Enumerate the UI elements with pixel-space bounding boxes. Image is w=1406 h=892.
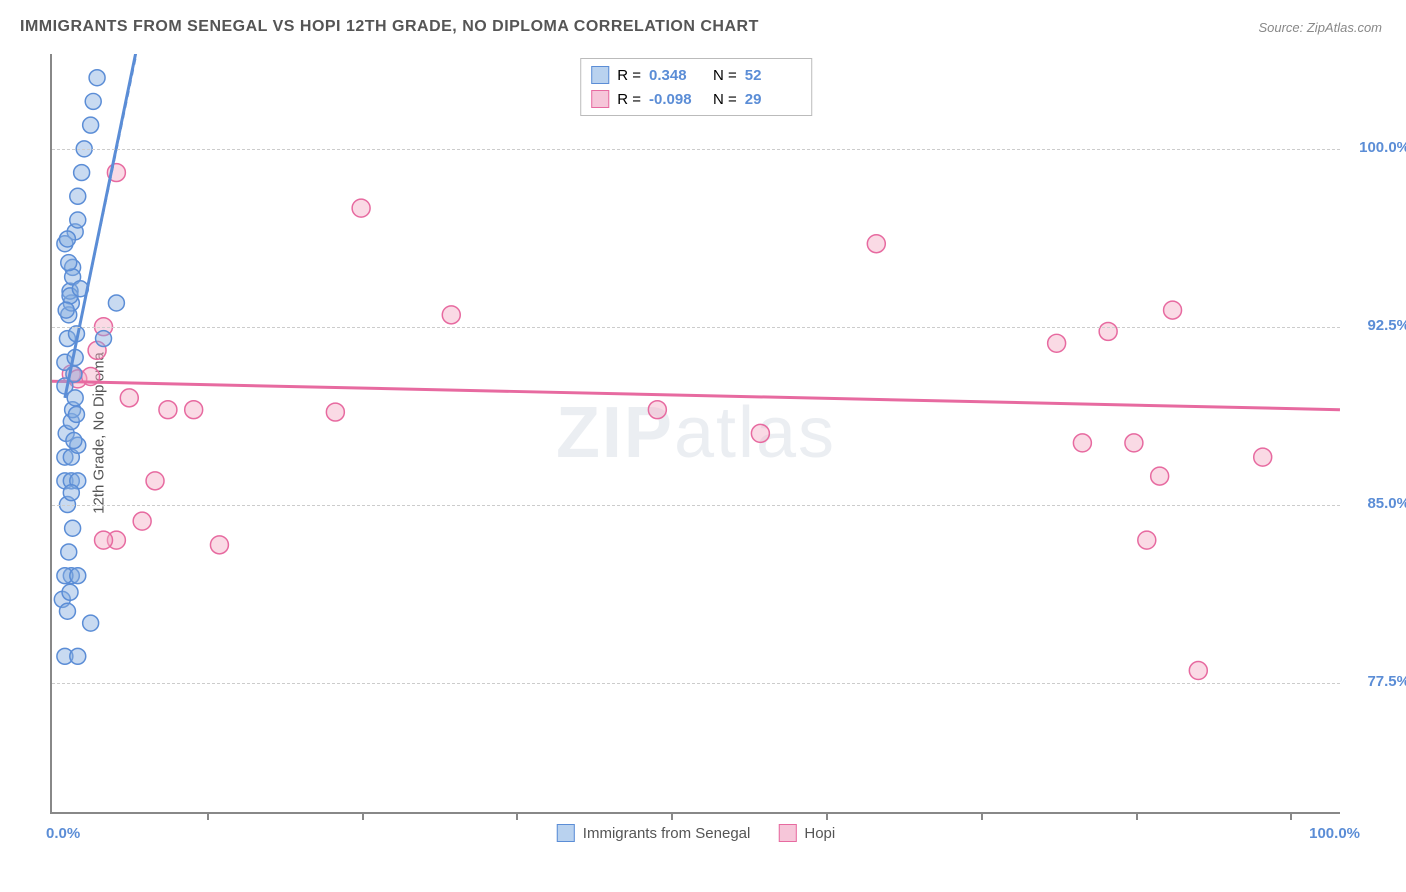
- senegal-n-value: 52: [745, 67, 801, 84]
- x-tick: [362, 812, 364, 820]
- point-senegal: [70, 212, 86, 228]
- series2-name: Hopi: [804, 825, 835, 842]
- point-senegal: [96, 331, 112, 347]
- gridline: [52, 327, 1340, 328]
- x-tick: [826, 812, 828, 820]
- point-senegal: [70, 568, 86, 584]
- point-hopi: [1138, 531, 1156, 549]
- point-hopi: [352, 199, 370, 217]
- point-hopi: [133, 512, 151, 530]
- point-senegal: [63, 485, 79, 501]
- point-senegal: [62, 584, 78, 600]
- point-hopi: [95, 531, 113, 549]
- point-senegal: [65, 520, 81, 536]
- gridline: [52, 505, 1340, 506]
- chart-plot-area: ZIPatlas 12th Grade, No Diploma R = 0.34…: [50, 54, 1340, 814]
- gridline: [52, 683, 1340, 684]
- x-tick: [516, 812, 518, 820]
- x-min-label: 0.0%: [46, 825, 80, 842]
- legend-row-hopi: R = -0.098 N = 29: [591, 87, 801, 111]
- hopi-r-value: -0.098: [649, 91, 705, 108]
- point-hopi: [442, 306, 460, 324]
- y-tick-label: 100.0%: [1350, 139, 1406, 156]
- point-hopi: [867, 235, 885, 253]
- point-senegal: [66, 433, 82, 449]
- x-tick: [1290, 812, 1292, 820]
- point-senegal: [83, 615, 99, 631]
- legend-item-senegal: Immigrants from Senegal: [557, 824, 751, 842]
- y-tick-label: 77.5%: [1350, 673, 1406, 690]
- x-tick: [981, 812, 983, 820]
- point-hopi: [326, 403, 344, 421]
- chart-title: IMMIGRANTS FROM SENEGAL VS HOPI 12TH GRA…: [20, 18, 759, 36]
- point-senegal: [61, 255, 77, 271]
- legend-row-senegal: R = 0.348 N = 52: [591, 63, 801, 87]
- swatch-hopi: [591, 90, 609, 108]
- x-max-label: 100.0%: [1309, 825, 1360, 842]
- point-hopi: [1073, 434, 1091, 452]
- correlation-legend: R = 0.348 N = 52 R = -0.098 N = 29: [580, 58, 812, 116]
- series-legend: Immigrants from Senegal Hopi: [557, 824, 835, 842]
- point-hopi: [751, 424, 769, 442]
- point-hopi: [159, 401, 177, 419]
- trendline-hopi: [52, 381, 1340, 409]
- y-tick-label: 85.0%: [1350, 495, 1406, 512]
- point-senegal: [85, 93, 101, 109]
- r-label: R =: [617, 91, 641, 108]
- senegal-r-value: 0.348: [649, 67, 705, 84]
- y-tick-label: 92.5%: [1350, 317, 1406, 334]
- point-senegal: [108, 295, 124, 311]
- point-senegal: [89, 70, 105, 86]
- point-hopi: [146, 472, 164, 490]
- point-hopi: [120, 389, 138, 407]
- point-senegal: [83, 117, 99, 133]
- point-hopi: [1151, 467, 1169, 485]
- n-label: N =: [713, 91, 737, 108]
- point-senegal: [68, 406, 84, 422]
- source-label: Source: ZipAtlas.com: [1258, 20, 1382, 35]
- point-hopi: [1099, 322, 1117, 340]
- point-senegal: [59, 231, 75, 247]
- point-senegal: [70, 188, 86, 204]
- point-hopi: [1125, 434, 1143, 452]
- point-hopi: [210, 536, 228, 554]
- point-hopi: [185, 401, 203, 419]
- series1-name: Immigrants from Senegal: [583, 825, 751, 842]
- point-hopi: [1164, 301, 1182, 319]
- r-label: R =: [617, 67, 641, 84]
- point-senegal: [59, 603, 75, 619]
- swatch-senegal: [591, 66, 609, 84]
- point-senegal: [61, 544, 77, 560]
- swatch-hopi: [778, 824, 796, 842]
- hopi-n-value: 29: [745, 91, 801, 108]
- x-tick: [1136, 812, 1138, 820]
- n-label: N =: [713, 67, 737, 84]
- point-senegal: [70, 648, 86, 664]
- point-senegal: [74, 165, 90, 181]
- scatter-svg: [52, 54, 1340, 813]
- swatch-senegal: [557, 824, 575, 842]
- point-senegal: [58, 302, 74, 318]
- point-hopi: [1254, 448, 1272, 466]
- x-tick: [671, 812, 673, 820]
- legend-item-hopi: Hopi: [778, 824, 835, 842]
- gridline: [52, 149, 1340, 150]
- point-hopi: [1048, 334, 1066, 352]
- point-hopi: [648, 401, 666, 419]
- x-tick: [207, 812, 209, 820]
- point-senegal: [67, 390, 83, 406]
- point-hopi: [1189, 662, 1207, 680]
